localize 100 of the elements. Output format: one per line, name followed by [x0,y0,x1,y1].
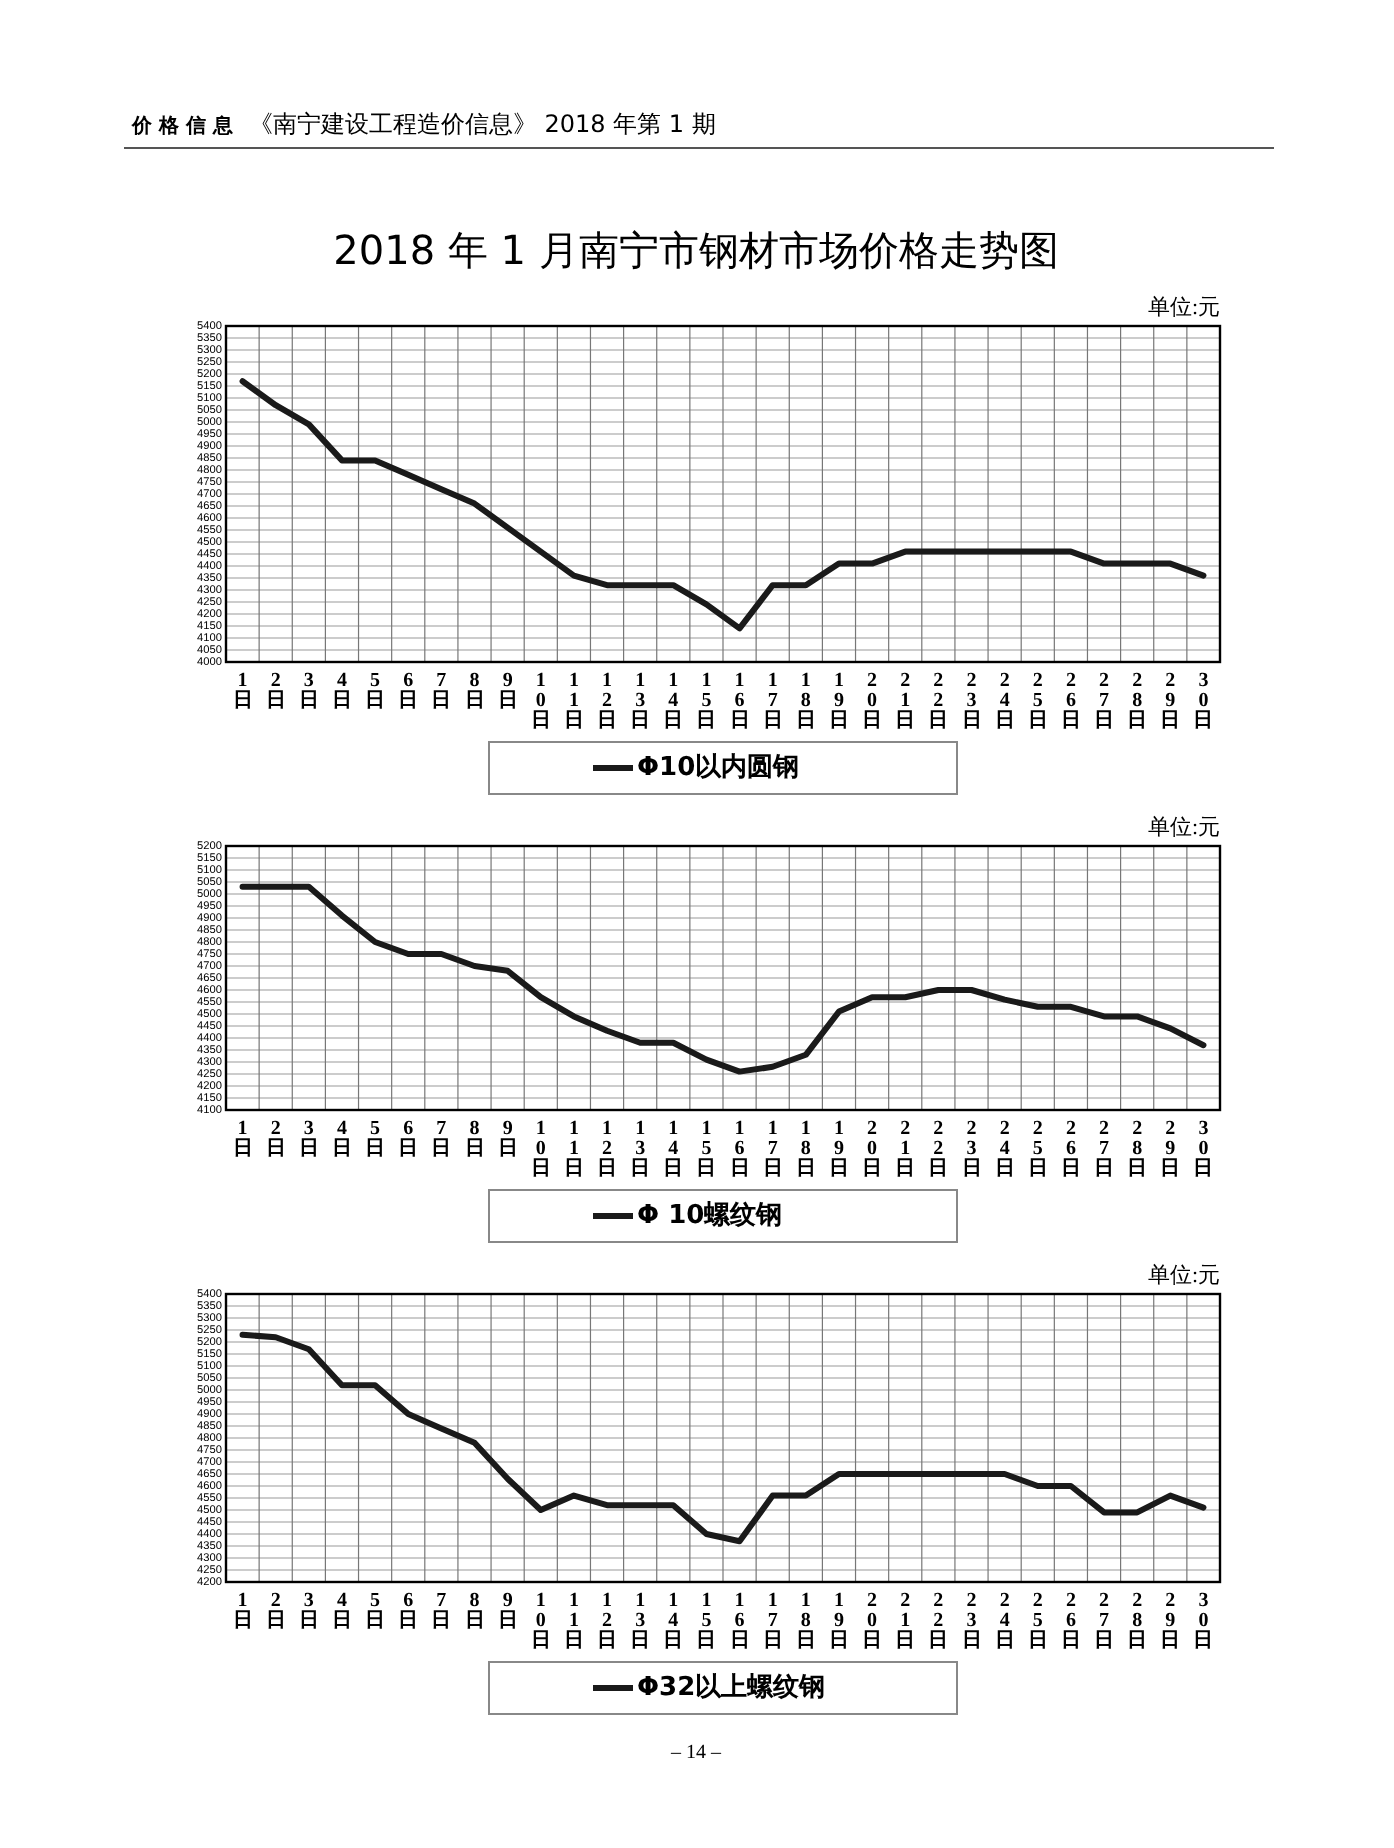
x-tick-label: 2日 [265,670,286,712]
x-tick-label: 30日 [1193,1118,1214,1180]
x-tick-label: 3日 [298,670,319,712]
x-tick-label: 4日 [331,1118,352,1160]
x-tick-label: 17日 [762,1118,783,1180]
x-tick-label: 16日 [729,1590,750,1652]
x-tick-label: 21日 [895,1590,916,1652]
x-tick-label: 22日 [928,1118,949,1180]
x-tick-label: 28日 [1127,670,1148,732]
text: 单位:元 [1147,814,1220,840]
x-tick-label: 14日 [663,670,684,732]
x-tick-label: 11日 [563,670,584,732]
text: 《南宁建设工程造价信息》 2018 年第 1 期 [248,110,716,138]
x-tick-label: 10日 [530,1118,551,1180]
chart-title: 2018 年 1 月南宁市钢材市场价格走势图 [333,226,1059,274]
x-tick-label: 23日 [961,1118,982,1180]
x-tick-label: 17日 [762,670,783,732]
x-tick-label: 20日 [862,1118,883,1180]
x-tick-label: 26日 [1060,670,1081,732]
x-tick-label: 26日 [1060,1590,1081,1652]
x-tick-label: 29日 [1160,1118,1181,1180]
x-tick-label: 24日 [994,670,1015,732]
x-tick-label: 10日 [530,670,551,732]
x-tick-label: 12日 [597,670,618,732]
x-tick-label: 26日 [1060,1118,1081,1180]
x-tick-label: 29日 [1160,1590,1181,1652]
x-tick-label: 13日 [630,670,651,732]
x-tick-label: 15日 [696,1590,717,1652]
x-tick-label: 14日 [663,1118,684,1180]
x-tick-label: 28日 [1127,1590,1148,1652]
x-tick-label: 25日 [1027,1118,1048,1180]
line-series [239,883,1207,1075]
x-tick-label: 1日 [232,670,253,712]
x-tick-label: 1日 [232,1118,253,1160]
x-tick-label: 10日 [530,1590,551,1652]
text: – 14 – [669,1742,723,1764]
x-tick-label: 27日 [1094,1590,1115,1652]
x-tick-label: 23日 [961,1590,982,1652]
x-tick-label: 24日 [994,1118,1015,1180]
x-tick-label: 20日 [862,1590,883,1652]
x-tick-label: 19日 [828,1590,849,1652]
x-tick-label: 17日 [762,1590,783,1652]
x-tick-label: 9日 [497,670,518,712]
x-tick-label: 30日 [1193,670,1214,732]
x-tick-label: 23日 [961,670,982,732]
x-tick-label: 18日 [795,1590,816,1652]
x-tick-label: 9日 [497,1118,518,1160]
x-tick-label: 21日 [895,1118,916,1180]
x-tick-label: 8日 [464,670,485,712]
x-tick-label: 3日 [298,1118,319,1160]
x-tick-label: 8日 [464,1118,485,1160]
legend-label: Φ 10螺纹钢 [637,1199,783,1232]
legend-label: Φ10以内圆钢 [637,753,800,784]
x-tick-label: 11日 [563,1118,584,1180]
x-tick-label: 24日 [994,1590,1015,1652]
line-series [239,378,1207,632]
x-tick-label: 3日 [298,1590,319,1632]
x-tick-label: 8日 [464,1590,485,1632]
line-series [239,1331,1207,1545]
x-tick-label: 4日 [331,1590,352,1632]
x-tick-label: 7日 [431,1590,452,1632]
x-tick-label: 7日 [431,670,452,712]
legend-label: Φ32以上螺纹钢 [637,1671,826,1704]
text: 单位:元 [1147,294,1220,320]
x-tick-label: 11日 [563,1590,584,1652]
x-tick-label: 4日 [331,670,352,712]
x-tick-label: 2日 [265,1118,286,1160]
x-tick-label: 5日 [365,670,386,712]
x-tick-label: 28日 [1127,1118,1148,1180]
x-tick-label: 21日 [895,670,916,732]
x-tick-label: 16日 [729,1118,750,1180]
x-tick-label: 18日 [795,670,816,732]
x-tick-label: 1日 [232,1590,253,1632]
x-tick-label: 16日 [729,670,750,732]
x-tick-label: 22日 [928,1590,949,1652]
x-tick-label: 25日 [1027,670,1048,732]
x-tick-label: 27日 [1094,670,1115,732]
x-tick-label: 30日 [1193,1590,1214,1652]
x-tick-label: 6日 [398,1590,419,1632]
x-tick-label: 5日 [365,1590,386,1632]
x-tick-label: 13日 [630,1118,651,1180]
x-tick-label: 25日 [1027,1590,1048,1652]
x-tick-label: 5日 [365,1118,386,1160]
x-tick-label: 6日 [398,1118,419,1160]
x-tick-label: 15日 [696,670,717,732]
x-tick-label: 12日 [597,1590,618,1652]
x-tick-label: 2日 [265,1590,286,1632]
x-tick-label: 12日 [597,1118,618,1180]
x-tick-label: 29日 [1160,670,1181,732]
x-tick-label: 22日 [928,670,949,732]
text: 单位:元 [1147,1262,1220,1288]
x-tick-label: 9日 [497,1590,518,1632]
x-tick-label: 6日 [398,670,419,712]
x-tick-label: 19日 [828,670,849,732]
x-tick-label: 7日 [431,1118,452,1160]
text: 价 格 信 息 [130,114,235,138]
x-tick-label: 13日 [630,1590,651,1652]
x-tick-label: 19日 [828,1118,849,1180]
x-tick-label: 15日 [696,1118,717,1180]
x-tick-label: 18日 [795,1118,816,1180]
